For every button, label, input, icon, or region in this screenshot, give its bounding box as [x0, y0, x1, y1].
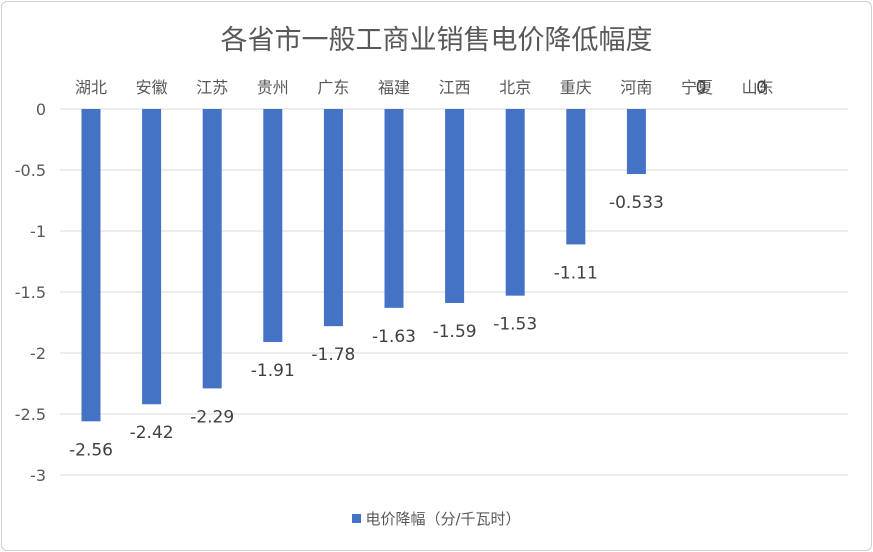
bar [323, 109, 343, 327]
data-label: -1.91 [251, 361, 295, 381]
data-label: -0.533 [609, 193, 664, 213]
x-tick-label: 重庆 [560, 78, 592, 97]
data-label: -2.29 [190, 407, 234, 427]
x-tick-label: 贵州 [257, 78, 289, 97]
x-tick-label: 江苏 [196, 78, 228, 97]
data-label: -1.59 [433, 322, 477, 342]
y-tick-label: -0.5 [15, 161, 46, 180]
data-label: -1.53 [493, 315, 537, 335]
legend-swatch [352, 514, 362, 523]
y-tick-label: 0 [36, 100, 46, 119]
x-tick-label: 安徽 [136, 78, 168, 97]
x-tick-label: 宁夏 [681, 78, 713, 97]
y-tick-label: -1.5 [15, 283, 46, 302]
y-tick-label: -3 [30, 466, 46, 485]
bar [142, 109, 162, 405]
data-label: -1.11 [554, 263, 598, 283]
data-label: -1.78 [311, 345, 355, 365]
x-tick-label: 河南 [620, 78, 652, 97]
bar [566, 109, 586, 245]
y-tick-label: -1 [30, 222, 46, 241]
x-tick-label: 北京 [499, 78, 531, 97]
x-tick-label: 山东 [742, 78, 774, 97]
bar [626, 109, 646, 175]
y-tick-label: -2 [30, 344, 46, 363]
data-label: -1.63 [372, 327, 416, 347]
x-tick-label: 湖北 [75, 78, 107, 97]
bar [202, 109, 222, 389]
bar [505, 109, 525, 296]
bar [384, 109, 404, 308]
x-tick-label: 江西 [439, 78, 471, 97]
legend-label: 电价降幅（分/千瓦时） [365, 510, 521, 528]
bar [263, 109, 283, 343]
y-tick-label: -2.5 [15, 405, 46, 424]
x-tick-label: 福建 [378, 78, 410, 97]
data-label: 0 [696, 78, 707, 98]
legend: 电价降幅（分/千瓦时） [0, 508, 873, 529]
data-label: -2.42 [130, 423, 174, 443]
chart-title: 各省市一般工商业销售电价降低幅度 [220, 25, 653, 56]
x-tick-label: 广东 [317, 78, 349, 97]
bar [81, 109, 101, 422]
bar [445, 109, 465, 303]
data-label: -2.56 [69, 440, 113, 460]
data-label: 0 [756, 78, 767, 98]
